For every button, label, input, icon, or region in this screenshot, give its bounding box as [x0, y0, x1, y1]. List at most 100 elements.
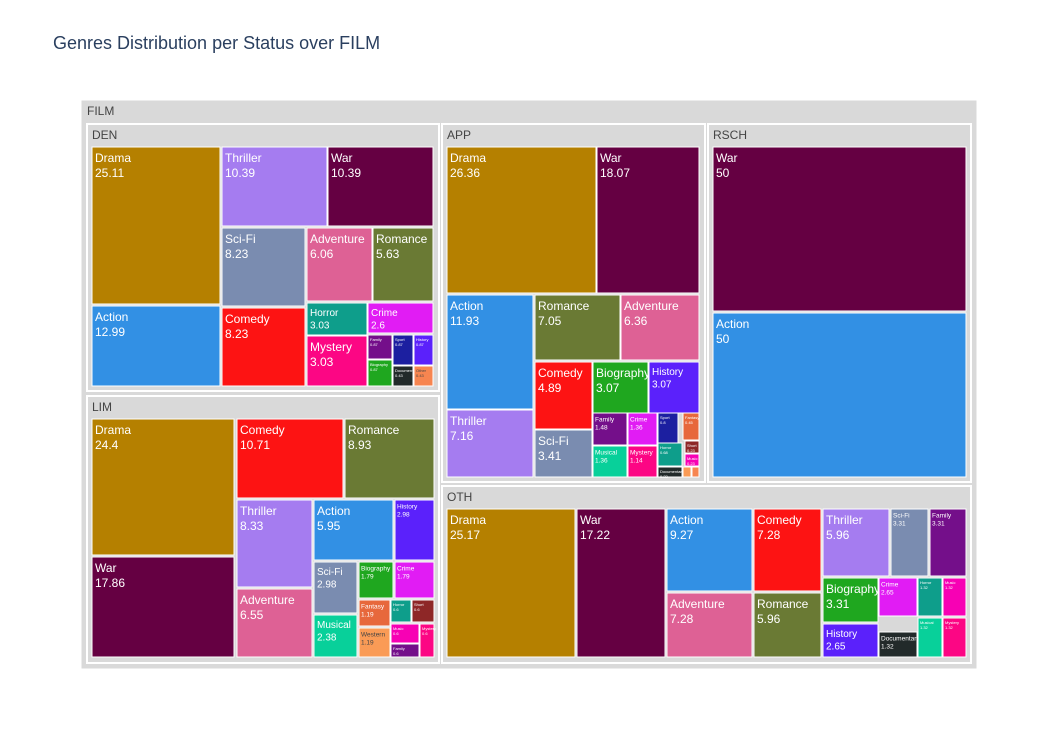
- tile-rect[interactable]: [822, 623, 879, 658]
- tile-rect[interactable]: [576, 508, 666, 658]
- tile-rect[interactable]: [91, 556, 235, 658]
- tile-rect[interactable]: [446, 294, 534, 410]
- tile-rect[interactable]: [534, 294, 621, 361]
- group-den[interactable]: DENDrama25.11Thriller10.39War10.39Sci-Fi…: [86, 123, 440, 392]
- tile-rect[interactable]: [684, 440, 700, 454]
- tile-rect[interactable]: [390, 599, 412, 623]
- tile-rect[interactable]: [534, 429, 593, 478]
- tile-rect[interactable]: [929, 508, 967, 577]
- tile-rect[interactable]: [306, 302, 368, 336]
- tile-rect[interactable]: [313, 499, 394, 561]
- group-lim[interactable]: LIMDrama24.4War17.86Comedy10.71Romance8.…: [86, 395, 440, 664]
- tile-rect[interactable]: [306, 227, 373, 302]
- tile-rect[interactable]: [91, 418, 235, 556]
- tile-rect[interactable]: [394, 499, 435, 561]
- group-app[interactable]: APPDrama26.36War18.07Action11.93Romance7…: [441, 123, 706, 483]
- tile-app-other[interactable]: [691, 466, 700, 478]
- tile-rect[interactable]: [367, 302, 434, 334]
- tile-rect[interactable]: [392, 365, 414, 387]
- tile-app-sci-fi[interactable]: Sci-Fi3.41: [534, 429, 593, 478]
- tile-rect[interactable]: [878, 631, 918, 658]
- tile-rect[interactable]: [221, 146, 328, 227]
- tile-rect[interactable]: [327, 146, 434, 227]
- tile-rect[interactable]: [358, 627, 391, 658]
- tile-rect[interactable]: [666, 592, 753, 658]
- tile-rect[interactable]: [236, 418, 344, 499]
- tile-rect[interactable]: [592, 445, 628, 478]
- tile-rect[interactable]: [657, 442, 683, 467]
- tile-rect[interactable]: [372, 227, 434, 302]
- tile-rect[interactable]: [367, 334, 393, 360]
- tile-rect[interactable]: [392, 334, 414, 366]
- tile-rect[interactable]: [691, 466, 700, 478]
- tile-rect[interactable]: [411, 599, 435, 623]
- tile-rect[interactable]: [917, 577, 943, 617]
- tile-den-horror[interactable]: Horror 3.03: [306, 302, 368, 336]
- tile-rect[interactable]: [942, 617, 967, 658]
- tile-rect[interactable]: [534, 361, 593, 430]
- tile-rect[interactable]: [358, 561, 394, 599]
- tile-rect[interactable]: [682, 412, 700, 441]
- tile-lim-musical[interactable]: Musical 2.38: [313, 614, 358, 658]
- tile-app-western[interactable]: [682, 466, 692, 478]
- tile-rect[interactable]: [753, 592, 822, 658]
- tile-den-sci-fi[interactable]: Sci-Fi8.23: [221, 227, 306, 307]
- tile-rect[interactable]: [446, 146, 597, 294]
- tile-rect[interactable]: [627, 412, 658, 446]
- tile-rect[interactable]: [413, 365, 434, 387]
- tile-rect[interactable]: [712, 146, 967, 312]
- tile-rect[interactable]: [446, 409, 534, 478]
- tile-oth-sci-fi[interactable]: Sci-Fi3.31: [890, 508, 929, 577]
- tile-rect[interactable]: [236, 499, 313, 588]
- tile-rect[interactable]: [822, 577, 879, 623]
- tile-rect[interactable]: [648, 361, 700, 414]
- tile-rect[interactable]: [306, 335, 368, 387]
- tile-rect[interactable]: [890, 508, 929, 577]
- tile-rect[interactable]: [358, 599, 391, 627]
- tile-rect[interactable]: [657, 466, 683, 478]
- tile-rect[interactable]: [596, 146, 700, 294]
